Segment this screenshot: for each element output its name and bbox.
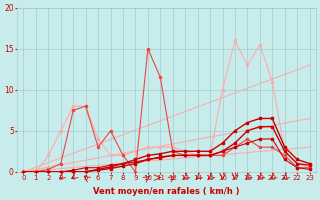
X-axis label: Vent moyen/en rafales ( km/h ): Vent moyen/en rafales ( km/h ) <box>93 187 240 196</box>
